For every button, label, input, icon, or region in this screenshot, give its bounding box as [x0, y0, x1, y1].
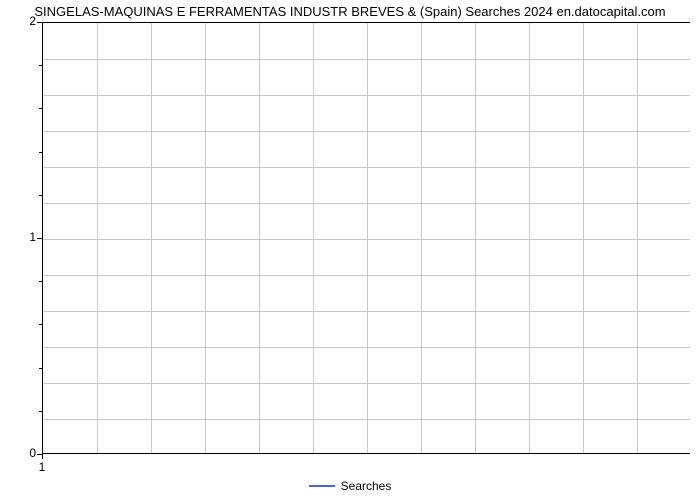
grid-line-vertical: [259, 23, 260, 453]
grid-line-horizontal: [43, 347, 690, 348]
grid-line-vertical: [367, 23, 368, 453]
y-minor-tick: [39, 324, 42, 325]
grid-line-vertical: [97, 23, 98, 453]
y-tick-mark: [37, 22, 42, 23]
legend-label: Searches: [341, 479, 392, 493]
grid-line-vertical: [313, 23, 314, 453]
plot-area: [42, 22, 690, 454]
grid-line-vertical: [475, 23, 476, 453]
grid-line-vertical: [529, 23, 530, 453]
y-minor-tick: [39, 65, 42, 66]
y-tick-label: 1: [12, 230, 36, 244]
chart-title: SINGELAS-MAQUINAS E FERRAMENTAS INDUSTR …: [0, 4, 700, 19]
legend-line: [309, 485, 335, 487]
y-tick-label: 2: [12, 14, 36, 28]
x-tick-mark: [42, 454, 43, 459]
grid-line-vertical: [151, 23, 152, 453]
grid-line-vertical: [637, 23, 638, 453]
y-minor-tick: [39, 411, 42, 412]
grid-line-horizontal: [43, 275, 690, 276]
grid-line-horizontal: [43, 419, 690, 420]
legend: Searches: [0, 478, 700, 493]
grid-line-horizontal: [43, 131, 690, 132]
grid-line-horizontal: [43, 167, 690, 168]
grid-line-horizontal: [43, 203, 690, 204]
grid-line-horizontal: [43, 59, 690, 60]
y-minor-tick: [39, 368, 42, 369]
y-minor-tick: [39, 195, 42, 196]
x-tick-label: 1: [32, 460, 52, 474]
grid-line-horizontal: [43, 95, 690, 96]
y-minor-tick: [39, 152, 42, 153]
grid-line-vertical: [583, 23, 584, 453]
grid-line-vertical: [205, 23, 206, 453]
grid-line-vertical: [421, 23, 422, 453]
y-tick-mark: [37, 238, 42, 239]
grid-line-horizontal: [43, 239, 690, 240]
grid-line-horizontal: [43, 383, 690, 384]
y-minor-tick: [39, 108, 42, 109]
y-tick-label: 0: [12, 446, 36, 460]
y-minor-tick: [39, 281, 42, 282]
grid-line-horizontal: [43, 311, 690, 312]
